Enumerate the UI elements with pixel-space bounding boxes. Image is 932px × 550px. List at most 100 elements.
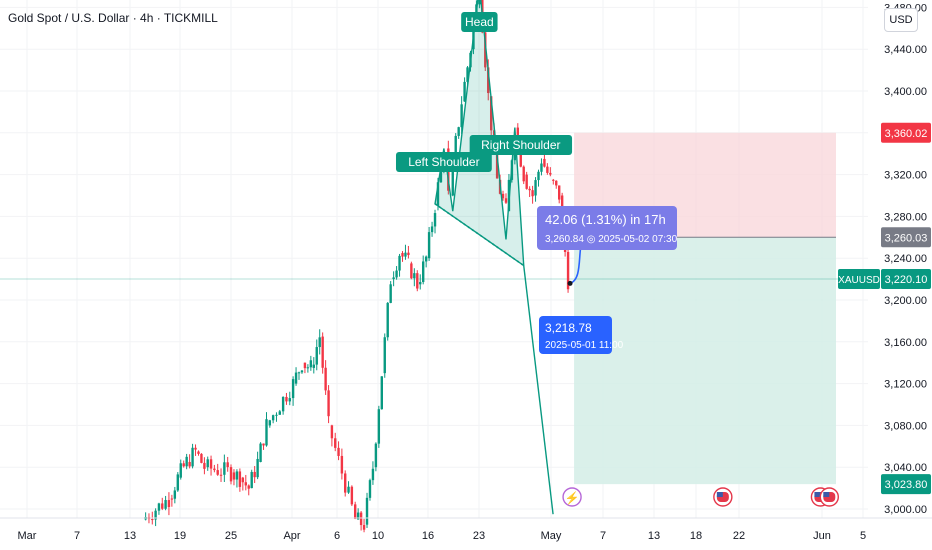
candle-body — [424, 256, 428, 262]
candle-body — [306, 367, 310, 369]
candle-body — [176, 474, 179, 491]
candle-body — [300, 370, 304, 373]
candlesticks — [144, 0, 570, 533]
candle-body — [534, 180, 537, 196]
candle-body — [179, 463, 182, 478]
candle-body — [226, 462, 229, 468]
candle-body — [213, 468, 216, 471]
candle-body — [407, 252, 410, 256]
candle-body — [337, 447, 340, 456]
candle-body — [191, 447, 194, 467]
position-zones[interactable] — [0, 132, 868, 485]
price-axis[interactable]: 3,000.00 3,040.00 3,080.00 3,120.00 3,160.00… — [838, 0, 932, 518]
candle-body — [540, 163, 543, 172]
low-time-text: 2025-05-01 11:00 — [545, 340, 624, 351]
candle-body — [154, 510, 157, 520]
current-price-tag: 3,220.10 — [885, 274, 928, 286]
time-axis[interactable]: Mar 7 13 19 25 Apr 6 10 16 23 May 7 13 18 22 Jun 5 — [0, 517, 932, 542]
candle-body — [439, 165, 443, 183]
candle-body — [427, 232, 431, 259]
symbol-tag: XAUUSD — [838, 275, 880, 286]
candle-body — [219, 474, 223, 476]
economic-events[interactable]: ⚡ — [562, 487, 839, 507]
candle-body — [395, 270, 398, 278]
candle-body — [522, 166, 525, 182]
stop-price-tag: 3,360.02 — [885, 128, 928, 140]
candle-body — [206, 459, 209, 468]
candle-body — [278, 411, 281, 415]
candle-body — [555, 180, 558, 186]
candle-body — [288, 398, 291, 402]
candle-body — [543, 158, 546, 167]
candle-body — [466, 67, 469, 82]
left-shoulder-label-bg — [395, 152, 492, 172]
price-tick-label: 3,320.00 — [884, 170, 927, 182]
time-tick-label: 19 — [174, 530, 186, 542]
stop-price-tag-bg — [881, 122, 931, 143]
candle-body — [173, 490, 177, 499]
candle-body — [371, 468, 375, 481]
us-flag-canton — [823, 492, 830, 497]
candle-body — [525, 174, 528, 189]
candle-body — [232, 472, 236, 480]
candle-body — [410, 263, 413, 279]
candle-body — [340, 455, 344, 474]
entry-price-tag-bg — [881, 227, 931, 248]
candle-body — [487, 67, 490, 94]
candle-body — [259, 443, 262, 462]
lightning-event-glyph: ⚡ — [565, 491, 580, 505]
time-tick-label: Apr — [283, 530, 300, 542]
time-tick-label: Jun — [813, 530, 831, 542]
low-price-box-bg — [539, 316, 612, 354]
candle-body — [380, 376, 383, 410]
candle-body — [436, 182, 440, 206]
price-tick-label: 3,400.00 — [884, 86, 927, 98]
price-tick-label: 3,240.00 — [884, 253, 927, 265]
candle-body — [241, 477, 245, 483]
candle-body — [504, 198, 508, 203]
candle-body — [275, 414, 278, 416]
candle-body — [368, 480, 372, 498]
currency-button[interactable]: USD — [884, 8, 918, 32]
entry-price-tag: 3,260.03 — [885, 232, 928, 244]
measure-start-dot — [567, 280, 573, 286]
candle-body — [268, 420, 272, 426]
candle-body — [398, 255, 401, 271]
candle-body — [253, 471, 256, 478]
us-flag-canton — [716, 492, 723, 497]
candle-body — [271, 415, 275, 421]
candle-body — [294, 372, 298, 384]
candle-body — [203, 462, 206, 469]
candle-body — [344, 473, 347, 493]
candle-body — [291, 379, 295, 399]
candle-body — [460, 104, 463, 128]
candle-body — [247, 485, 250, 489]
price-tick-label: 3,000.00 — [884, 504, 927, 516]
price-tick-label: 3,200.00 — [884, 295, 927, 307]
candle-body — [416, 273, 419, 289]
time-tick-label: 7 — [600, 530, 606, 542]
price-tick-label: 3,280.00 — [884, 211, 927, 223]
candle-body — [151, 519, 154, 521]
candle-body — [350, 486, 354, 505]
chart-title: Gold Spot / U.S. Dollar · 4h · TICKMILL — [8, 11, 218, 25]
target-price-tag: 3,023.80 — [885, 479, 928, 491]
candle-body — [303, 362, 307, 369]
candle-body — [262, 443, 265, 446]
candle-body — [365, 497, 369, 525]
candle-body — [281, 396, 285, 412]
candle-body — [309, 360, 313, 368]
time-tick-label: 10 — [372, 530, 384, 542]
candle-body — [229, 467, 233, 482]
candle-body — [238, 471, 242, 487]
candle-body — [362, 525, 366, 530]
time-tick-label: 16 — [422, 530, 434, 542]
candle-body — [392, 277, 395, 280]
candle-body — [318, 337, 321, 348]
price-axis-bg — [868, 0, 932, 518]
candle-body — [353, 504, 357, 519]
time-tick-label: 5 — [860, 530, 866, 542]
candle-body — [321, 336, 324, 368]
